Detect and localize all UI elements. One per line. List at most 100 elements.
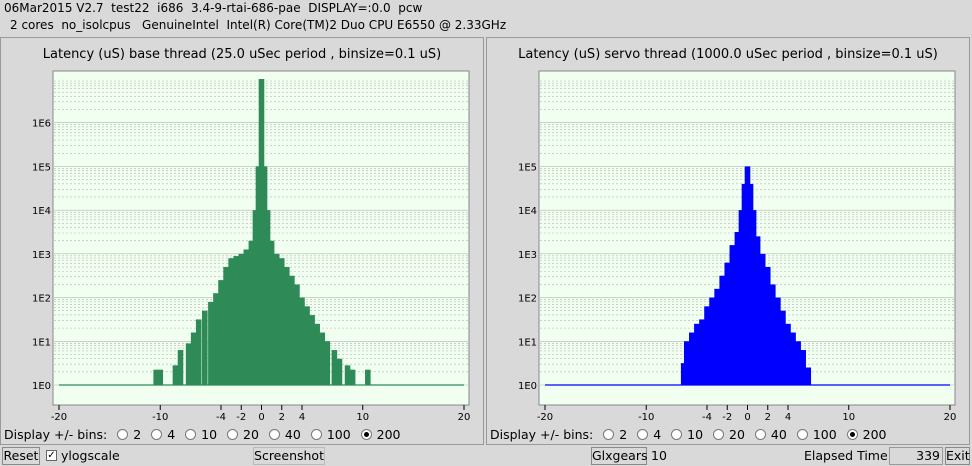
y-tick-label: 1E0 xyxy=(518,381,537,392)
histogram-bar xyxy=(299,297,305,385)
histogram-bar xyxy=(223,266,229,385)
radio-icon[interactable] xyxy=(796,429,808,440)
bins-option-2[interactable]: 2 xyxy=(603,427,627,442)
radio-icon[interactable] xyxy=(227,429,239,440)
histogram-bar xyxy=(699,319,705,385)
y-tick-label: 1E6 xyxy=(32,119,51,130)
x-tick-label: 20 xyxy=(944,412,957,423)
histogram-bar xyxy=(800,350,806,385)
bins-option-100[interactable]: 100 xyxy=(796,427,837,442)
histogram-bar xyxy=(218,280,224,385)
histogram-bar xyxy=(365,369,371,385)
x-tick-label: 2 xyxy=(279,412,285,423)
histogram-bar xyxy=(747,183,754,385)
y-tick-label: 1E3 xyxy=(32,250,51,261)
histogram-bar xyxy=(741,183,748,385)
servo-thread-bins-selector: Display +/- bins: 2 4 10 20 40 100 200 xyxy=(490,427,887,442)
bins-option-200[interactable]: 200 xyxy=(360,427,401,442)
radio-icon[interactable] xyxy=(637,429,649,440)
header-line-2: 2 cores no_isolcpus GenuineIntel Intel(R… xyxy=(10,18,507,32)
histogram-bar xyxy=(294,284,300,385)
histogram-bar xyxy=(195,319,202,385)
bins-option-20[interactable]: 20 xyxy=(227,427,259,442)
exit-button[interactable]: Exit xyxy=(945,447,970,465)
histogram-bar xyxy=(790,332,796,385)
radio-icon[interactable] xyxy=(185,429,197,440)
reset-button[interactable]: Reset xyxy=(2,447,40,465)
radio-icon[interactable] xyxy=(754,429,766,440)
y-tick-label: 1E5 xyxy=(32,162,51,173)
bins-option-100[interactable]: 100 xyxy=(310,427,351,442)
histogram-bar xyxy=(153,369,159,385)
bins-option-40[interactable]: 40 xyxy=(754,427,787,442)
x-tick-label: -2 xyxy=(236,412,246,423)
bins-option-10[interactable]: 10 xyxy=(185,427,217,442)
glxgears-count: 10 xyxy=(651,448,667,463)
histogram-bar xyxy=(157,369,164,385)
radio-selected-icon[interactable] xyxy=(846,429,858,440)
y-tick-label: 1E4 xyxy=(32,206,51,217)
elapsed-time-value: 339 xyxy=(889,447,943,465)
histogram-bar xyxy=(208,301,214,385)
histogram-bar xyxy=(185,343,192,385)
histogram-bar xyxy=(190,332,197,385)
bins-option-40[interactable]: 40 xyxy=(268,427,301,442)
y-tick-label: 1E0 xyxy=(32,381,51,392)
histogram-bar xyxy=(238,253,245,385)
x-tick-label: -2 xyxy=(722,412,732,423)
histogram-bar xyxy=(344,365,351,385)
servo-thread-panel: Latency (uS) servo thread (1000.0 uSec p… xyxy=(486,37,970,445)
histogram-bar xyxy=(258,79,265,385)
radio-icon[interactable] xyxy=(268,429,280,440)
histogram-bar xyxy=(704,306,710,385)
y-tick-label: 1E4 xyxy=(518,206,537,217)
histogram-bar xyxy=(719,275,725,385)
histogram-bar xyxy=(805,367,812,385)
x-tick-label: 10 xyxy=(356,412,369,423)
histogram-bar xyxy=(694,323,700,385)
base-thread-title: Latency (uS) base thread (25.0 uSec peri… xyxy=(42,47,442,62)
radio-icon[interactable] xyxy=(671,429,683,440)
bins-option-4[interactable]: 4 xyxy=(637,427,661,442)
histogram-bar xyxy=(331,350,338,385)
histogram-bar xyxy=(319,332,326,385)
ylogscale-checkbox[interactable]: ✓ xyxy=(46,450,57,461)
histogram-bar xyxy=(683,341,690,385)
histogram-bar xyxy=(278,258,285,385)
histogram-bar xyxy=(709,297,715,385)
base-thread-panel: Latency (uS) base thread (25.0 uSec peri… xyxy=(0,37,484,445)
histogram-bar xyxy=(264,210,271,385)
radio-icon[interactable] xyxy=(151,429,163,440)
bins-option-4[interactable]: 4 xyxy=(151,427,175,442)
bins-label: Display +/- bins: xyxy=(4,427,108,442)
bins-option-20[interactable]: 20 xyxy=(713,427,745,442)
histogram-bar xyxy=(172,365,179,385)
bins-option-10[interactable]: 10 xyxy=(671,427,703,442)
histogram-bar xyxy=(252,210,259,385)
radio-icon[interactable] xyxy=(713,429,725,440)
histogram-bar xyxy=(261,166,268,385)
radio-selected-icon[interactable] xyxy=(360,429,372,440)
histogram-bar xyxy=(689,332,695,385)
bins-option-200[interactable]: 200 xyxy=(846,427,887,442)
glxgears-button[interactable]: Glxgears xyxy=(591,447,648,465)
histogram-bar xyxy=(785,323,791,385)
histogram-bar xyxy=(680,363,687,385)
histogram-bar xyxy=(759,253,766,385)
y-tick-label: 1E3 xyxy=(518,250,537,261)
histogram-bar xyxy=(314,323,320,385)
radio-icon[interactable] xyxy=(310,429,322,440)
x-tick-label: 4 xyxy=(299,412,305,423)
radio-icon[interactable] xyxy=(117,429,129,440)
ylogscale-label: ylogscale xyxy=(61,448,120,463)
histogram-bar xyxy=(764,266,771,385)
bins-label: Display +/- bins: xyxy=(490,427,594,442)
histogram-bar xyxy=(754,236,761,385)
screenshot-button[interactable]: Screenshot xyxy=(253,447,325,465)
y-tick-label: 1E2 xyxy=(32,294,51,305)
radio-icon[interactable] xyxy=(603,429,615,440)
bins-option-2[interactable]: 2 xyxy=(117,427,141,442)
x-tick-label: -4 xyxy=(216,412,226,423)
